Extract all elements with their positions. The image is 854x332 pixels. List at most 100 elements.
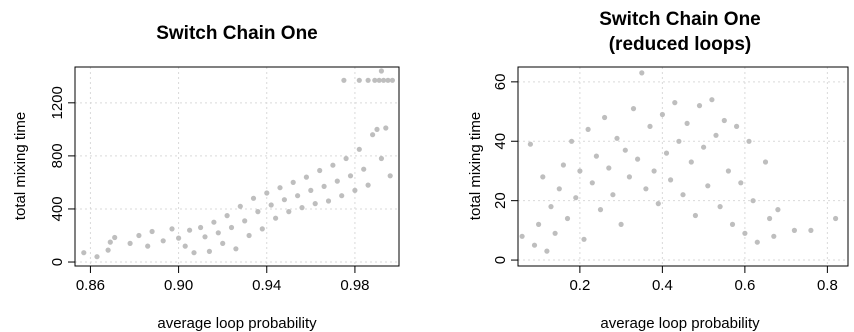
- data-point: [560, 162, 567, 168]
- data-point: [268, 202, 274, 208]
- data-point: [618, 221, 624, 227]
- y-tick-label: 800: [49, 143, 66, 168]
- grid-right: [518, 67, 848, 266]
- data-point: [688, 159, 694, 165]
- data-point: [264, 190, 270, 196]
- y-tick-label: 40: [492, 133, 509, 150]
- data-point: [713, 132, 719, 138]
- data-point: [169, 226, 175, 232]
- data-point: [750, 198, 756, 204]
- data-point: [381, 77, 387, 83]
- data-point: [651, 168, 657, 174]
- data-point: [334, 178, 340, 184]
- chart-title-right-line-1: Switch Chain One: [599, 9, 761, 30]
- data-point: [308, 187, 314, 193]
- y-tick-label: 0: [492, 256, 509, 264]
- data-point: [548, 204, 554, 210]
- data-point: [721, 117, 727, 124]
- y-tick-label: 1200: [49, 86, 66, 119]
- data-point: [655, 201, 661, 207]
- data-point: [228, 224, 235, 231]
- data-point: [775, 207, 781, 213]
- data-point: [277, 185, 283, 191]
- data-point: [372, 77, 378, 83]
- x-tick-label: 0.94: [252, 277, 281, 294]
- y-tick-label: 20: [492, 192, 509, 209]
- data-point: [365, 77, 371, 83]
- x-axis-left: 0.86 0.90 0.94 0.98: [76, 266, 370, 294]
- data-point: [387, 173, 393, 179]
- y-axis-label-left: total mixing time: [12, 112, 29, 220]
- data-point: [622, 147, 628, 153]
- y-axis-label-right: total mixing time: [467, 112, 484, 220]
- data-point: [290, 179, 296, 185]
- data-point: [374, 126, 380, 132]
- data-point: [339, 193, 345, 199]
- data-point: [211, 219, 217, 225]
- y-tick-label: 400: [49, 196, 66, 221]
- data-point: [659, 111, 666, 118]
- data-point: [356, 146, 362, 152]
- data-point: [378, 68, 384, 74]
- data-point: [684, 120, 690, 126]
- data-point: [709, 97, 715, 103]
- data-point: [202, 234, 208, 240]
- data-point: [81, 250, 87, 256]
- data-point: [593, 153, 600, 159]
- data-point: [564, 215, 571, 222]
- data-point: [692, 212, 699, 219]
- data-point: [808, 227, 814, 233]
- data-point: [352, 187, 358, 193]
- data-point: [127, 240, 133, 246]
- data-point: [356, 77, 362, 83]
- data-point: [717, 204, 723, 210]
- data-point: [112, 234, 118, 241]
- data-point: [606, 165, 612, 171]
- data-point: [385, 77, 391, 83]
- data-point: [321, 183, 327, 189]
- chart-left: 0.86 0.90 0.94 0.98 0 400 800 1200 Switch Chai…: [12, 23, 400, 332]
- data-point: [771, 233, 777, 239]
- plot-frame-right: [517, 66, 849, 267]
- chart-right: 0.2 0.4 0.6 0.8 0 20 40 60 Switch Chain One (r…: [467, 9, 849, 332]
- data-point: [738, 180, 744, 186]
- data-point: [224, 213, 230, 219]
- x-tick-label: 0.90: [164, 277, 193, 294]
- data-point: [581, 236, 587, 242]
- data-point: [610, 192, 616, 198]
- data-point: [672, 100, 678, 106]
- data-point: [259, 226, 265, 232]
- data-point: [246, 232, 252, 239]
- data-point: [519, 233, 525, 239]
- data-point: [281, 197, 287, 203]
- data-point: [187, 227, 193, 233]
- data-point: [635, 156, 641, 162]
- data-point: [680, 192, 686, 198]
- data-point: [725, 168, 732, 174]
- data-point: [552, 230, 558, 236]
- chart-title-left: Switch Chain One: [156, 23, 318, 44]
- data-point: [647, 123, 653, 129]
- x-tick-label: 0.86: [76, 277, 105, 294]
- data-point: [370, 132, 376, 138]
- data-point: [614, 135, 620, 141]
- data-point: [589, 180, 595, 186]
- data-point: [701, 144, 707, 150]
- data-point: [531, 242, 538, 248]
- data-point: [149, 228, 155, 235]
- data-point: [585, 126, 591, 132]
- data-point: [295, 193, 301, 199]
- data-point: [233, 246, 239, 252]
- data-point: [639, 70, 645, 76]
- data-point: [527, 141, 534, 147]
- data-point: [389, 77, 395, 83]
- data-point: [378, 155, 384, 162]
- data-point: [145, 243, 151, 249]
- data-point: [215, 230, 221, 236]
- data-point: [94, 254, 100, 260]
- scatter-points-left: [81, 68, 395, 260]
- data-point: [325, 198, 332, 204]
- x-tick-label: 0.98: [340, 277, 369, 294]
- x-axis-label-left: average loop probability: [157, 315, 317, 332]
